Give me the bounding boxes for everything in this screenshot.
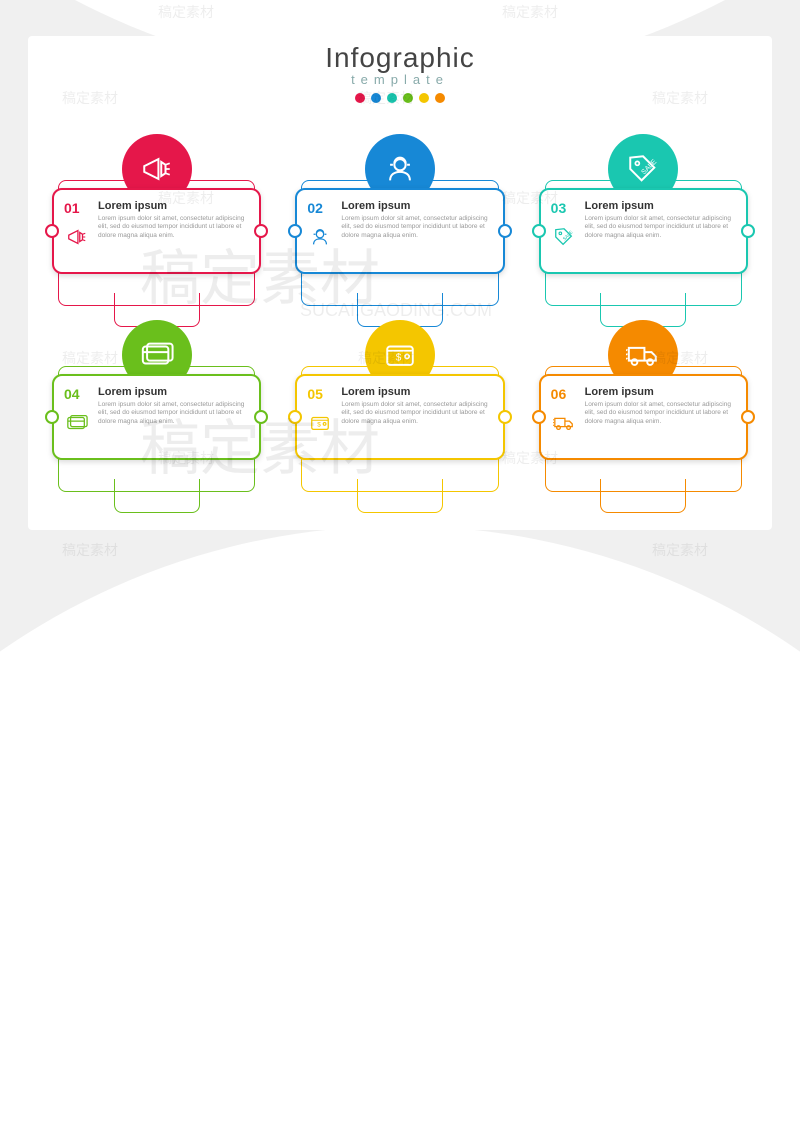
card-04: 04 Lorem ipsum Lorem ipsum dolor sit amet,…: [48, 342, 265, 492]
dot: [419, 93, 429, 103]
arc-bottom: [0, 526, 800, 1132]
canvas: Infographic template 01 Lorem ipsum Lorem …: [28, 36, 772, 530]
card-03: 03 Lorem ipsum Lorem ipsum dolor sit amet,…: [535, 156, 752, 306]
watermark: 稿定素材: [62, 540, 118, 560]
card-tab: [600, 479, 686, 513]
subtitle: template: [28, 72, 772, 87]
card-title: Lorem ipsum: [98, 200, 249, 212]
notch: [254, 224, 268, 238]
card-body: Lorem ipsum dolor sit amet, consectetur …: [98, 401, 249, 426]
card-body: Lorem ipsum dolor sit amet, consectetur …: [341, 401, 492, 426]
card-number: 01: [64, 200, 80, 216]
card-02: 02 Lorem ipsum Lorem ipsum dolor sit amet,…: [291, 156, 508, 306]
notch: [532, 224, 546, 238]
dot: [435, 93, 445, 103]
notch: [498, 410, 512, 424]
card-title: Lorem ipsum: [98, 386, 249, 398]
card-number: 04: [64, 386, 80, 402]
card-title: Lorem ipsum: [341, 386, 492, 398]
card-front: 01 Lorem ipsum Lorem ipsum dolor sit amet,…: [52, 188, 261, 274]
notch: [288, 224, 302, 238]
notch: [45, 224, 59, 238]
card-body: Lorem ipsum dolor sit amet, consectetur …: [585, 401, 736, 426]
card-title: Lorem ipsum: [341, 200, 492, 212]
card-grid: 01 Lorem ipsum Lorem ipsum dolor sit amet,…: [48, 156, 752, 492]
card-title: Lorem ipsum: [585, 200, 736, 212]
card-number: 02: [307, 200, 323, 216]
card-title: Lorem ipsum: [585, 386, 736, 398]
card-front: 04 Lorem ipsum Lorem ipsum dolor sit amet,…: [52, 374, 261, 460]
card-tab: [114, 479, 200, 513]
card-front: 03 Lorem ipsum Lorem ipsum dolor sit amet,…: [539, 188, 748, 274]
card-body: Lorem ipsum dolor sit amet, consectetur …: [585, 215, 736, 240]
card-number: 05: [307, 386, 323, 402]
card-front: 02 Lorem ipsum Lorem ipsum dolor sit amet,…: [295, 188, 504, 274]
card-body: Lorem ipsum dolor sit amet, consectetur …: [341, 215, 492, 240]
dot: [387, 93, 397, 103]
watermark: 稿定素材: [652, 540, 708, 560]
dot: [355, 93, 365, 103]
dot: [371, 93, 381, 103]
card-body: Lorem ipsum dolor sit amet, consectetur …: [98, 215, 249, 240]
card-06: 06 Lorem ipsum Lorem ipsum dolor sit amet,…: [535, 342, 752, 492]
card-number: 06: [551, 386, 567, 402]
card-tab: [357, 479, 443, 513]
notch: [498, 224, 512, 238]
card-front: 06 Lorem ipsum Lorem ipsum dolor sit amet,…: [539, 374, 748, 460]
dot-row: [28, 93, 772, 103]
creditcard-icon: [64, 410, 90, 436]
header: Infographic template: [28, 36, 772, 103]
notch: [741, 224, 755, 238]
notch: [532, 410, 546, 424]
megaphone-icon: [64, 224, 90, 250]
dot: [403, 93, 413, 103]
notch: [288, 410, 302, 424]
wallet-icon: [307, 410, 333, 436]
notch: [254, 410, 268, 424]
truck-icon: [551, 410, 577, 436]
card-01: 01 Lorem ipsum Lorem ipsum dolor sit amet,…: [48, 156, 265, 306]
card-number: 03: [551, 200, 567, 216]
notch: [741, 410, 755, 424]
title: Infographic: [28, 42, 772, 74]
card-05: 05 Lorem ipsum Lorem ipsum dolor sit amet,…: [291, 342, 508, 492]
support-icon: [307, 224, 333, 250]
notch: [45, 410, 59, 424]
saletag-icon: [551, 224, 577, 250]
card-front: 05 Lorem ipsum Lorem ipsum dolor sit amet,…: [295, 374, 504, 460]
